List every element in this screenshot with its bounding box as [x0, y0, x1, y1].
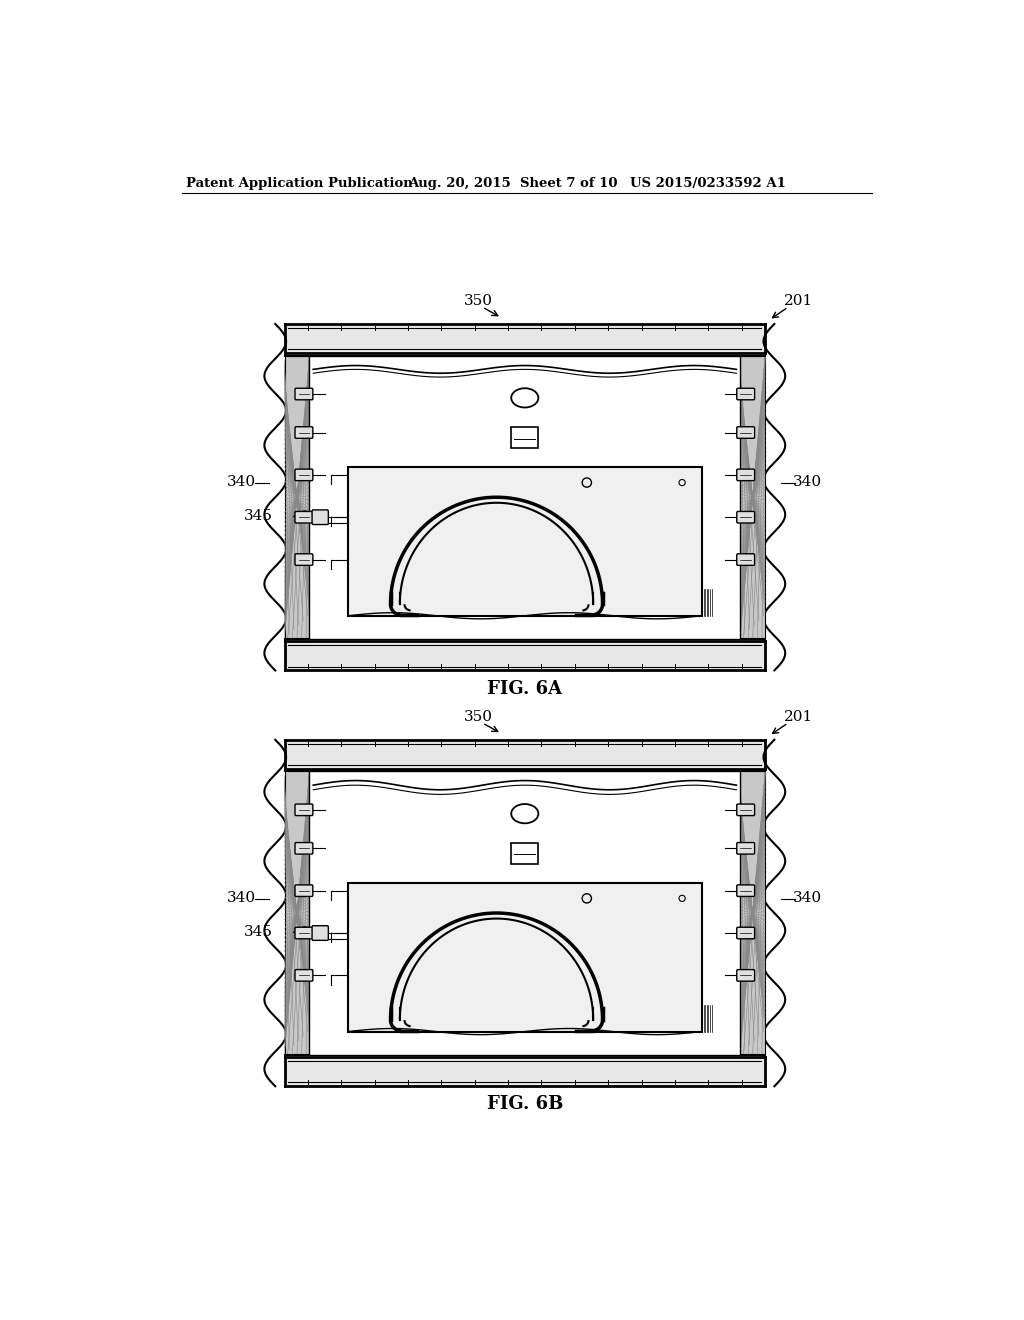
- FancyBboxPatch shape: [736, 511, 755, 523]
- FancyBboxPatch shape: [295, 804, 313, 816]
- Text: 345: 345: [244, 510, 273, 524]
- Bar: [285, 355, 309, 639]
- Bar: [285, 771, 309, 1055]
- FancyBboxPatch shape: [295, 842, 313, 854]
- Bar: [285, 1057, 765, 1086]
- Bar: [285, 739, 765, 770]
- Ellipse shape: [511, 388, 539, 408]
- Text: 201: 201: [784, 294, 814, 308]
- Text: Aug. 20, 2015  Sheet 7 of 10: Aug. 20, 2015 Sheet 7 of 10: [409, 177, 618, 190]
- Bar: [285, 642, 765, 671]
- FancyBboxPatch shape: [736, 426, 755, 438]
- FancyBboxPatch shape: [295, 927, 313, 939]
- FancyBboxPatch shape: [736, 884, 755, 896]
- FancyBboxPatch shape: [736, 804, 755, 816]
- FancyBboxPatch shape: [736, 554, 755, 565]
- Text: 350: 350: [464, 294, 493, 308]
- FancyBboxPatch shape: [736, 469, 755, 480]
- Bar: [740, 355, 765, 639]
- Bar: [309, 355, 740, 639]
- Text: FIG. 6B: FIG. 6B: [486, 1096, 563, 1114]
- Bar: [285, 323, 765, 354]
- FancyBboxPatch shape: [295, 884, 313, 896]
- FancyBboxPatch shape: [295, 511, 313, 523]
- FancyBboxPatch shape: [736, 970, 755, 981]
- Text: FIG. 6A: FIG. 6A: [487, 680, 562, 698]
- FancyBboxPatch shape: [295, 469, 313, 480]
- Text: 201: 201: [784, 710, 814, 723]
- Bar: [511, 428, 539, 447]
- FancyBboxPatch shape: [736, 927, 755, 939]
- Bar: [511, 843, 539, 863]
- Ellipse shape: [511, 804, 539, 824]
- Text: 340: 340: [794, 475, 822, 488]
- Text: 350: 350: [464, 710, 493, 723]
- Bar: [309, 771, 740, 1055]
- Text: 340: 340: [227, 891, 256, 904]
- Text: 340: 340: [227, 475, 256, 488]
- FancyBboxPatch shape: [295, 970, 313, 981]
- Text: 340: 340: [794, 891, 822, 904]
- FancyBboxPatch shape: [295, 388, 313, 400]
- Text: 345: 345: [244, 925, 273, 940]
- FancyBboxPatch shape: [295, 426, 313, 438]
- FancyBboxPatch shape: [312, 510, 329, 524]
- Text: Patent Application Publication: Patent Application Publication: [186, 177, 413, 190]
- FancyBboxPatch shape: [295, 554, 313, 565]
- FancyBboxPatch shape: [736, 388, 755, 400]
- Bar: [348, 467, 701, 615]
- Bar: [740, 771, 765, 1055]
- FancyBboxPatch shape: [736, 842, 755, 854]
- Bar: [348, 883, 701, 1032]
- Text: US 2015/0233592 A1: US 2015/0233592 A1: [630, 177, 786, 190]
- FancyBboxPatch shape: [312, 925, 329, 940]
